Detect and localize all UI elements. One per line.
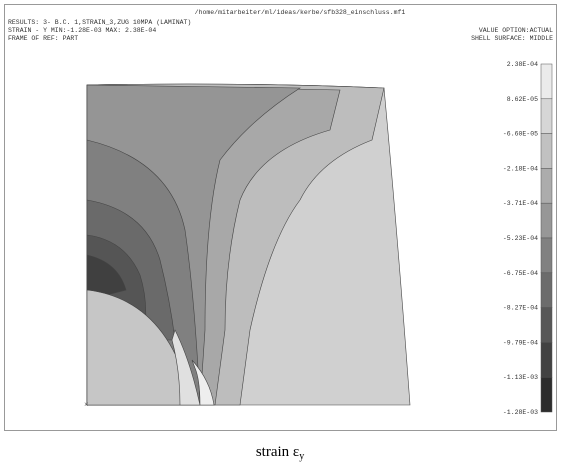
header-line: STRAIN - Y MIN:-1.28E-03 MAX: 2.38E-04 bbox=[8, 27, 156, 34]
legend-label: -1.13E-03 bbox=[503, 374, 538, 381]
legend-label: 2.38E-04 bbox=[507, 61, 538, 68]
legend-label: -9.79E-04 bbox=[503, 339, 538, 346]
legend: 2.38E-04 8.62E-05 -6.60E-05 -2.18E-04 -3.71E… bbox=[503, 61, 553, 416]
legend-swatch bbox=[540, 307, 553, 343]
legend-label: -6.75E-04 bbox=[503, 270, 538, 277]
value-option: VALUE OPTION:ACTUAL bbox=[479, 27, 553, 34]
legend-swatch bbox=[540, 168, 553, 204]
file-path: /home/mitarbeiter/ml/ideas/kerbe/sfb328_… bbox=[195, 9, 406, 16]
caption-text: strain ε bbox=[256, 444, 299, 460]
legend-label: -8.27E-04 bbox=[503, 305, 538, 312]
legend-swatch bbox=[540, 63, 553, 100]
legend-label: -2.18E-04 bbox=[503, 165, 538, 172]
origin-mark: × bbox=[84, 400, 89, 409]
header-line: RESULTS: 3- B.C. 1,STRAIN_3,ZUG 10MPA (L… bbox=[8, 19, 191, 26]
legend-label: -5.23E-04 bbox=[503, 235, 538, 242]
legend-swatch bbox=[540, 342, 553, 378]
legend-swatch bbox=[540, 133, 553, 169]
legend-swatch bbox=[540, 376, 553, 413]
header-line: FRAME OF REF: PART bbox=[8, 35, 78, 42]
caption-subscript: y bbox=[299, 451, 304, 462]
contour-plot bbox=[86, 83, 411, 406]
legend-label: -1.28E-03 bbox=[503, 409, 538, 416]
legend-label: -6.60E-05 bbox=[503, 131, 538, 138]
caption: strain εy bbox=[256, 444, 304, 462]
legend-swatch bbox=[540, 272, 553, 308]
shell-surface: SHELL SURFACE: MIDDLE bbox=[471, 35, 553, 42]
legend-label: 8.62E-05 bbox=[507, 96, 538, 103]
legend-label: -3.71E-04 bbox=[503, 200, 538, 207]
legend-swatch bbox=[540, 237, 553, 274]
legend-swatch bbox=[540, 98, 553, 134]
legend-swatch bbox=[540, 202, 553, 239]
